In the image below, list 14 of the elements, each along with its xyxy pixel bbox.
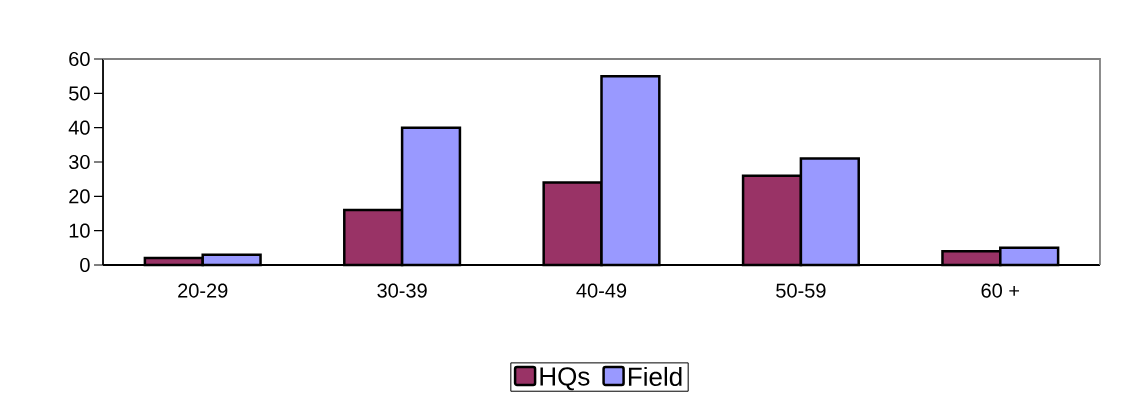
x-tick-label: 50-59: [776, 283, 826, 298]
y-tick-label: 20: [69, 189, 90, 204]
legend-label: Field: [628, 366, 682, 386]
x-tick-label: 20-29: [178, 283, 228, 298]
y-tick-label: 60: [69, 51, 90, 67]
x-tick-label: 60 +: [981, 283, 1020, 298]
x-tick-label: 30-39: [377, 283, 427, 298]
y-tick-label: 30: [69, 154, 90, 170]
legend-label: HQs: [540, 367, 590, 391]
y-tick-label: 10: [69, 223, 90, 238]
x-tick-label: 40-49: [576, 283, 627, 298]
y-tick-label: 40: [68, 120, 90, 135]
y-tick-label: 50: [69, 86, 90, 101]
y-tick-label: 0: [80, 257, 90, 273]
